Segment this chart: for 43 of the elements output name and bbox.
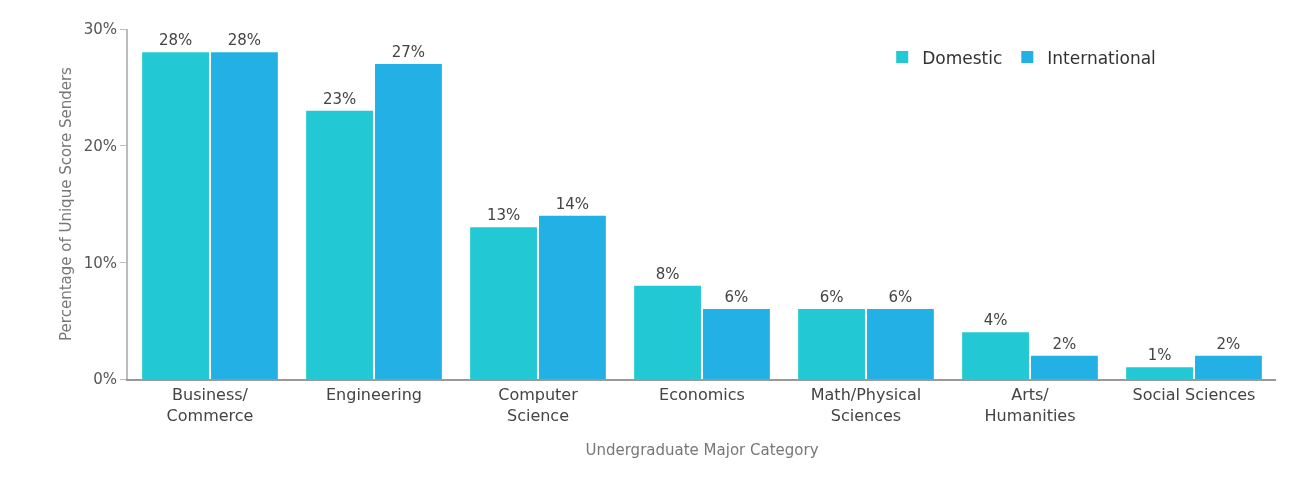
data-label: 8% — [655, 264, 680, 283]
y-axis-title: Percentage of Unique Score Senders — [57, 66, 76, 341]
x-tick-label: Social Sciences — [1132, 385, 1256, 405]
x-tick-label: Engineering — [326, 385, 422, 405]
data-label: 6% — [819, 288, 844, 306]
data-label: 23% — [322, 89, 357, 108]
bar — [1195, 355, 1262, 379]
data-label: 2% — [1052, 334, 1077, 353]
data-label: 14% — [555, 194, 590, 213]
x-axis-title: Undergraduate Major Category — [585, 440, 819, 459]
bar — [798, 309, 865, 379]
data-label: 4% — [983, 311, 1008, 330]
bar — [375, 64, 442, 379]
y-tick-label: 30% — [83, 20, 117, 39]
x-tick-label: Computer Science — [498, 385, 579, 425]
bar — [211, 52, 278, 379]
y-tick-label: 20% — [83, 136, 117, 155]
y-tick-label: 10% — [83, 253, 117, 272]
legend-label: International — [1047, 47, 1156, 68]
data-label: 28% — [158, 31, 193, 50]
legend-label: Domestic — [922, 47, 1003, 68]
data-label: 13% — [486, 206, 521, 225]
data-label: 28% — [227, 31, 262, 50]
data-label: 6% — [724, 288, 749, 306]
x-tick-label: Arts/ Humanities — [984, 385, 1076, 425]
bar — [703, 309, 770, 379]
x-tick-label: Math/Physical Sciences — [810, 385, 922, 425]
data-label: 2% — [1216, 334, 1241, 353]
bar — [867, 309, 934, 379]
x-tick-label: Business/ Commerce — [166, 385, 254, 425]
bar — [1031, 355, 1098, 379]
data-label: 6% — [888, 288, 913, 306]
bar — [539, 215, 606, 379]
bar — [470, 227, 537, 379]
bar — [142, 52, 209, 379]
bar — [306, 110, 373, 379]
x-tick-label: Economics — [659, 385, 745, 405]
data-label: 27% — [391, 43, 426, 61]
bar — [634, 285, 701, 379]
data-label: 1% — [1147, 346, 1172, 365]
bar — [1126, 367, 1193, 379]
bar — [962, 332, 1029, 379]
y-tick-label: 0% — [93, 370, 117, 389]
